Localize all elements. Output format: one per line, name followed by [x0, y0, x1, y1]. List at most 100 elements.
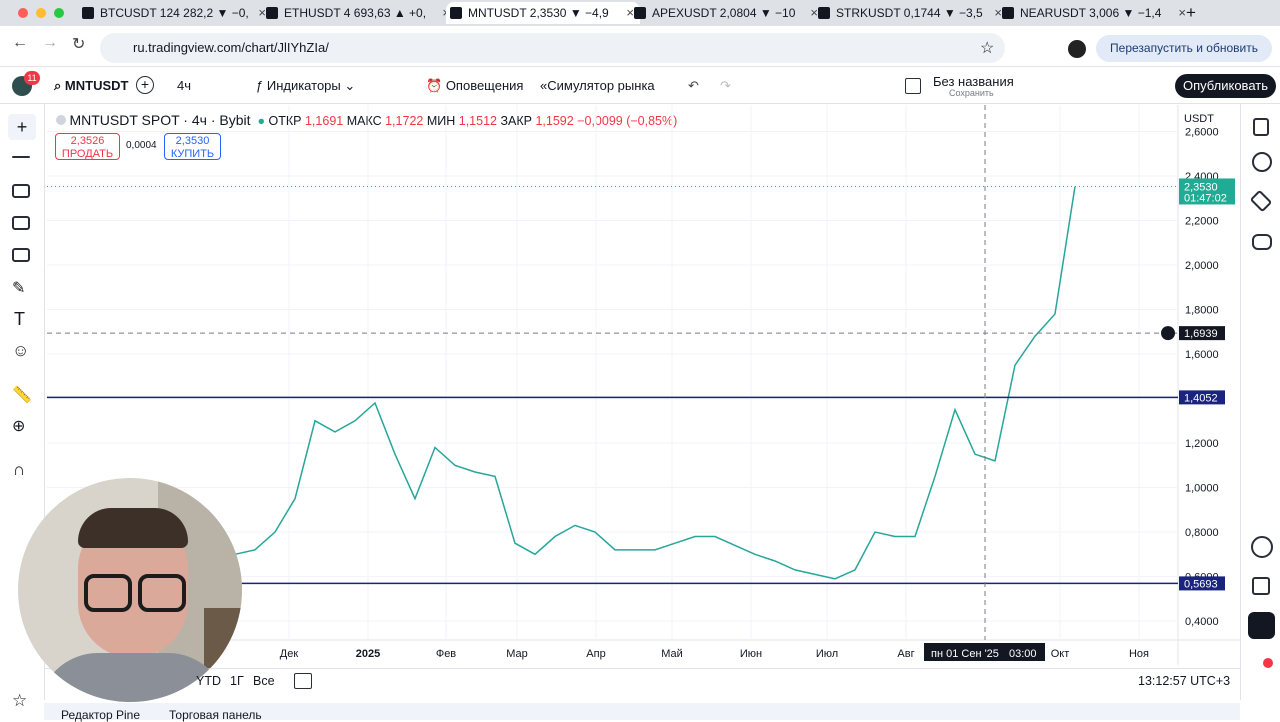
ruler-tool[interactable]: 📏 — [12, 387, 32, 404]
minimize-window[interactable] — [36, 8, 46, 18]
layout-name[interactable]: Без названия — [933, 74, 1014, 89]
sell-label: ПРОДАТЬ — [61, 148, 114, 160]
glasses-left — [84, 574, 132, 612]
legend-title: MNTUSDT SPOT · 4ч · Bybit — [69, 112, 251, 128]
x-tick-label: Ноя — [1129, 648, 1149, 660]
reload[interactable]: ↻ — [72, 36, 86, 53]
notification-badge: 11 — [24, 71, 40, 85]
drawing-toolbar: + ✎ T ☺ 📏 ⊕ ∩ ☆ — [0, 104, 45, 710]
browser-tab[interactable]: STRKUSDT 0,1744 ▼ −3,5 × — [814, 2, 1008, 24]
live-dot — [1263, 658, 1273, 668]
browser-tab[interactable]: NEARUSDT 3,006 ▼ −1,4 × — [998, 2, 1192, 24]
browser-tab[interactable]: APEXUSDT 2,0804 ▼ −10 × — [630, 2, 824, 24]
clock: 13:12:57 UTC+3 — [1138, 674, 1231, 688]
publish[interactable]: Опубликовать — [1175, 74, 1276, 98]
crosshair-hour: 03:00 — [1009, 648, 1037, 660]
indicators[interactable]: ƒ Индикаторы ⌄ — [256, 78, 356, 93]
sell-button[interactable]: 2,3526 ПРОДАТЬ — [55, 133, 120, 160]
close-tab[interactable]: × — [1178, 5, 1186, 20]
symbol-search[interactable]: ⌕ MNTUSDT — [54, 78, 129, 93]
low: 1,1512 — [458, 114, 497, 128]
maximize-window[interactable] — [54, 8, 64, 18]
crosshair-time-bg — [924, 643, 1045, 661]
indicators-label: Индикаторы — [266, 78, 341, 93]
layers[interactable] — [1249, 189, 1273, 213]
bottom-bar — [44, 668, 1240, 699]
chat[interactable] — [1252, 234, 1272, 250]
layout-icon[interactable] — [905, 78, 921, 94]
high: 1,1722 — [385, 114, 424, 128]
cross-tool[interactable]: + — [8, 114, 36, 140]
compare[interactable]: + — [136, 76, 154, 94]
y-tick-label: 0,6000 — [1185, 572, 1219, 584]
crosshair-price: 1,6939 — [1184, 328, 1218, 340]
forward[interactable]: → — [42, 34, 58, 51]
text-tool[interactable]: T — [14, 309, 25, 329]
low-label: МИН — [426, 114, 456, 128]
close-tab[interactable]: × — [626, 5, 634, 20]
emoji-tool[interactable]: ☺ — [12, 341, 30, 360]
close-tab[interactable]: × — [994, 5, 1002, 20]
alerts-panel[interactable] — [1252, 152, 1272, 172]
browser-tab[interactable]: BTCUSDT 124 282,2 ▼ −0, × — [78, 2, 272, 24]
url[interactable]: ru.tradingview.com/chart/JlIYhZIa/ — [100, 33, 1005, 63]
x-tick-label: Июн — [740, 648, 762, 660]
y-tick-label: 1,6000 — [1185, 349, 1219, 361]
favorites[interactable]: ☆ — [12, 691, 28, 710]
y-tick-label: 1,2000 — [1185, 438, 1219, 450]
watchlist[interactable] — [1253, 118, 1269, 136]
chart-toolbar — [0, 68, 1280, 104]
range-button[interactable]: YTD — [196, 674, 221, 688]
date-range-icon[interactable] — [294, 673, 312, 689]
save[interactable]: Сохранить — [949, 88, 994, 98]
add-alert — [1161, 326, 1175, 341]
buy-button[interactable]: 2,3530 КУПИТЬ — [164, 133, 221, 160]
y-tick-label: 2,4000 — [1185, 171, 1219, 183]
apps[interactable] — [1248, 612, 1275, 639]
interval[interactable]: 4ч — [177, 78, 192, 93]
y-tick-label: 1,8000 — [1185, 305, 1219, 317]
panel-tab[interactable]: Редактор Pine — [61, 708, 141, 722]
buy-price: 2,3530 — [175, 135, 210, 147]
close-tab[interactable]: × — [258, 5, 266, 20]
redo[interactable]: ↷ — [720, 78, 731, 93]
prediction-tool[interactable] — [12, 248, 30, 262]
alerts[interactable]: ⏰ Оповещения — [426, 78, 524, 93]
range-button[interactable]: Все — [253, 674, 275, 688]
picture-frame — [204, 608, 242, 668]
magnet-tool[interactable]: ∩ — [13, 460, 26, 479]
status-dot: ● — [257, 114, 266, 128]
brush-tool[interactable]: ✎ — [12, 280, 26, 297]
last-price-label: 2,3530 — [1184, 181, 1218, 193]
browser-tab[interactable]: ETHUSDT 4 693,63 ▲ +0,× — [262, 2, 456, 24]
browser-tab[interactable]: MNTUSDT 2,3530 ▼ −4,9 × — [446, 2, 640, 24]
range-button[interactable]: 1Г — [230, 674, 244, 688]
replay[interactable]: «Симулятор рынка — [540, 78, 655, 93]
line-tool[interactable] — [12, 156, 30, 158]
level-label-bg — [1179, 390, 1225, 405]
calendar[interactable] — [1252, 577, 1270, 595]
bookmark[interactable]: ☆ — [980, 40, 995, 57]
right-sidebar — [1240, 104, 1280, 700]
update-button[interactable]: Перезапустить и обновить — [1096, 35, 1272, 62]
undo[interactable]: ↶ — [688, 78, 699, 93]
level-label: 1,4052 — [1184, 392, 1218, 404]
fib-tool[interactable] — [12, 184, 30, 198]
profile[interactable] — [1068, 40, 1086, 58]
close-label: ЗАКР — [500, 114, 532, 128]
close-window[interactable] — [18, 8, 28, 18]
shirt — [38, 653, 228, 702]
pattern-tool[interactable] — [12, 216, 30, 230]
symbol: MNTUSDT — [64, 78, 129, 93]
y-tick-label: 0,4000 — [1185, 616, 1219, 628]
zoom-tool[interactable]: ⊕ — [12, 418, 26, 435]
new-tab[interactable]: + — [1186, 3, 1196, 22]
target[interactable] — [1251, 536, 1273, 558]
x-tick-label: Окт — [1051, 648, 1070, 660]
currency[interactable]: USDT — [1184, 113, 1214, 125]
close-tab[interactable]: × — [810, 5, 818, 20]
back[interactable]: ← — [12, 34, 28, 51]
panel-tab[interactable]: Торговая панель — [169, 708, 262, 722]
